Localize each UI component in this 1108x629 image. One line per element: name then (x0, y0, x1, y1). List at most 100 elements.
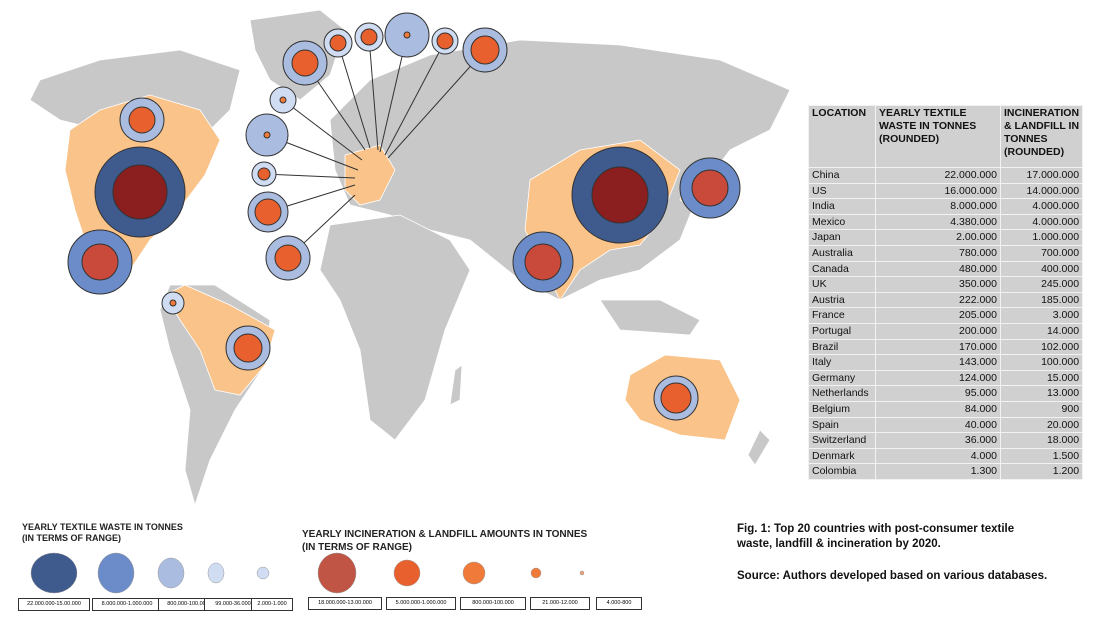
table-cell: 17.000.000 (999, 167, 1084, 184)
table-cell: Japan (808, 229, 876, 246)
table-cell: 222.000 (875, 291, 1001, 309)
table-cell: 900 (999, 400, 1084, 418)
incineration-bubble-japan (691, 169, 729, 207)
leader-line-denmark (263, 173, 356, 179)
table-cell: 100.000 (999, 354, 1084, 371)
incineration-bubble-italy (470, 35, 500, 65)
waste-legend-circle (157, 557, 185, 589)
incineration-bubble-netherlands (403, 31, 411, 39)
table-cell: 102.000 (999, 338, 1084, 356)
world-map (29, 9, 791, 507)
waste-legend-circle (256, 566, 270, 580)
table-row: UK 350.000 245.000 (808, 276, 1084, 293)
waste-legend-circle (207, 562, 225, 584)
new-zealand (747, 429, 771, 466)
table-cell: 205.000 (875, 307, 1001, 324)
table-cell: US (808, 182, 876, 200)
inc-legend-range: 18.000.000-13.00.000 (308, 597, 382, 610)
table-header: INCINERATION & LANDFILL IN TONNES (ROUND… (999, 105, 1084, 168)
table-row: Brazil 170.000 102.000 (808, 338, 1084, 356)
waste-legend-circle (97, 552, 135, 594)
table-cell: Netherlands (808, 385, 876, 402)
table-cell: 1.500 (999, 447, 1084, 465)
table-row: France 205.000 3.000 (808, 307, 1084, 324)
table-cell: Colombia (808, 463, 876, 480)
leader-line-germany (384, 40, 446, 156)
table-cell: 1.200 (999, 463, 1084, 480)
table-cell: Portugal (808, 322, 876, 340)
source-note: Source: Authors developed based on vario… (737, 570, 1048, 582)
western-europe (344, 144, 396, 206)
legend-circles (30, 552, 585, 594)
table-row: Netherlands 95.000 13.000 (808, 385, 1084, 402)
leader-line-switzerland (368, 36, 379, 151)
table-cell: 3.000 (999, 307, 1084, 324)
table-row: Canada 480.000 400.000 (808, 260, 1084, 278)
incineration-bubble-colombia-eu (279, 96, 287, 104)
table-cell: Australia (808, 244, 876, 262)
table-cell: 780.000 (875, 244, 1001, 262)
incineration-bubble-colombia (169, 299, 177, 307)
inc-legend-range: 800.000-100.000 (460, 597, 526, 610)
table-header: YEARLY TEXTILE WASTE IN TONNES (ROUNDED) (875, 105, 1001, 168)
waste-legend-range: 800.000-100.000 (158, 598, 218, 611)
table-cell: 36.000 (875, 432, 1001, 449)
table-cell: 16.000.000 (875, 182, 1001, 200)
table-row: Italy 143.000 100.000 (808, 354, 1084, 371)
table-row: Spain 40.000 20.000 (808, 416, 1084, 434)
table-row: Germany 124.000 15.000 (808, 369, 1084, 387)
table-cell: 170.000 (875, 338, 1001, 356)
table-cell: 1.000.000 (999, 229, 1084, 246)
table-row: Austria 222.000 185.000 (808, 291, 1084, 309)
table-cell: Mexico (808, 213, 876, 231)
table-cell: 400.000 (999, 260, 1084, 278)
table-header: LOCATION (808, 105, 876, 168)
waste-legend-range: 2.000-1.000 (251, 598, 293, 611)
table-cell: 4.000.000 (999, 213, 1084, 231)
inc-legend-range: 21.000-12.000 (530, 597, 590, 610)
table-cell: 84.000 (875, 400, 1001, 418)
table-cell: 350.000 (875, 276, 1001, 293)
incineration-bubble-switzerland (360, 28, 378, 46)
leader-line-italy (387, 49, 486, 159)
incineration-bubble-australia (660, 382, 692, 414)
inc-legend-circle (393, 559, 421, 587)
madagascar (449, 364, 463, 406)
waste-legend-circle (30, 552, 78, 594)
leader-line-spain (337, 42, 371, 149)
table-cell: 1.300 (875, 463, 1001, 480)
table-cell: 40.000 (875, 416, 1001, 434)
table-row: China 22.000.000 17.000.000 (808, 167, 1084, 184)
table-cell: 95.000 (875, 385, 1001, 402)
table-cell: 4.380.000 (875, 213, 1001, 231)
table-row: Denmark 4.000 1.500 (808, 447, 1084, 465)
inc-legend-circle (317, 552, 357, 594)
incineration-bubble-china (591, 166, 649, 224)
inc-legend-circle (462, 561, 486, 585)
table-cell: 700.000 (999, 244, 1084, 262)
table-cell: 14.000 (999, 322, 1084, 340)
leader-line-colombia-eu (282, 99, 363, 161)
africa (319, 214, 471, 441)
incineration-bubble-uk (291, 49, 319, 77)
table-cell: 200.000 (875, 322, 1001, 340)
incineration-bubble-portugal (274, 244, 302, 272)
incineration-bubble-canada (128, 106, 156, 134)
table-cell: China (808, 167, 876, 184)
table-cell: France (808, 307, 876, 324)
table-row: Japan 2.00.000 1.000.000 (808, 229, 1084, 246)
table-cell: 14.000.000 (999, 182, 1084, 200)
waste-legend-range: 99.000-36.000 (204, 598, 262, 611)
table-cell: 13.000 (999, 385, 1084, 402)
incineration-bubble-austria (254, 198, 282, 226)
table-cell: Canada (808, 260, 876, 278)
inc-legend-range: 5.000.000-1.000.000 (386, 597, 456, 610)
table-row: Mexico 4.380.000 4.000.000 (808, 213, 1084, 231)
incineration-bubble-brazil (233, 333, 263, 363)
table-cell: India (808, 198, 876, 215)
table-row: India 8.000.000 4.000.000 (808, 198, 1084, 215)
table-cell: Spain (808, 416, 876, 434)
incineration-bubble-us (112, 164, 168, 220)
bubbles (67, 12, 741, 421)
